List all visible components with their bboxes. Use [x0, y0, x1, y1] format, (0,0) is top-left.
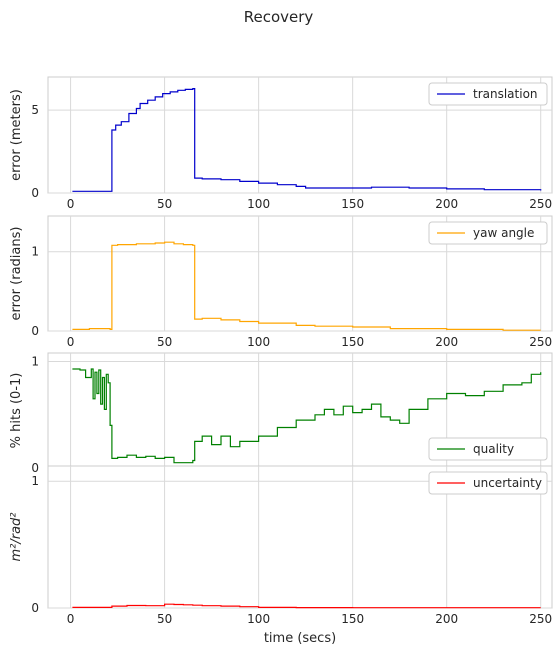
- figure-title: Recovery: [243, 8, 314, 26]
- legend: yaw angle: [428, 221, 548, 245]
- subplot-2: 0 50 100 150 200 250 0 1 error (radians) yaw angl…: [9, 215, 553, 349]
- legend-box: [428, 471, 548, 495]
- x-tick-label: 100: [247, 335, 270, 349]
- series-line-uncertainty: [72, 603, 541, 609]
- x-tick-label: 200: [435, 197, 458, 211]
- subplot-4: 0 50 100 150 200 250 0 1 m²/rad² uncertainty: [9, 465, 553, 626]
- series-line-yaw-angle: [72, 241, 541, 331]
- y-tick-label: 0: [31, 601, 39, 615]
- legend: translation: [428, 82, 548, 106]
- y-tick-label: 0: [31, 461, 39, 475]
- x-tick-label: 200: [435, 335, 458, 349]
- series-line-quality: [72, 368, 542, 464]
- x-tick-label: 0: [67, 335, 75, 349]
- x-tick-label: 200: [435, 612, 458, 626]
- y-axis-label: % hits (0-1): [9, 373, 24, 449]
- legend: quality: [428, 437, 548, 461]
- y-tick-label: 0: [31, 324, 39, 338]
- x-tick-label: 100: [247, 612, 270, 626]
- legend: uncertainty: [428, 471, 548, 495]
- y-tick-label: 1: [31, 474, 39, 488]
- y-axis-label: error (radians): [9, 227, 24, 321]
- x-tick-label: 0: [67, 197, 75, 211]
- x-tick-label: 150: [341, 197, 364, 211]
- y-tick-label: 1: [31, 245, 39, 259]
- legend-box: [428, 437, 548, 461]
- x-tick-label: 100: [247, 197, 270, 211]
- x-tick-label: 250: [529, 612, 552, 626]
- y-tick-label: 0: [31, 186, 39, 200]
- legend-label: quality: [473, 442, 514, 456]
- x-tick-label: 150: [341, 612, 364, 626]
- legend-label: translation: [473, 87, 538, 101]
- y-axis-label: m²/rad²: [9, 512, 24, 561]
- x-tick-label: 0: [67, 612, 75, 626]
- x-tick-label: 50: [157, 335, 172, 349]
- series-line-translation: [72, 88, 542, 192]
- subplot-1: 0 50 100 150 200 250 0 5 error (meters) translati…: [9, 76, 553, 211]
- legend-label: uncertainty: [473, 476, 542, 490]
- y-axis-label: error (meters): [9, 89, 24, 181]
- y-tick-label: 1: [31, 355, 39, 369]
- x-axis-label: time (secs): [264, 631, 336, 646]
- x-tick-label: 50: [157, 612, 172, 626]
- legend-box: [428, 82, 548, 106]
- x-tick-label: 250: [529, 335, 552, 349]
- y-tick-label: 5: [31, 103, 39, 117]
- legend-label: yaw angle: [473, 226, 534, 240]
- x-tick-label: 50: [157, 197, 172, 211]
- x-tick-label: 150: [341, 335, 364, 349]
- legend-box: [428, 221, 548, 245]
- x-tick-label: 250: [529, 197, 552, 211]
